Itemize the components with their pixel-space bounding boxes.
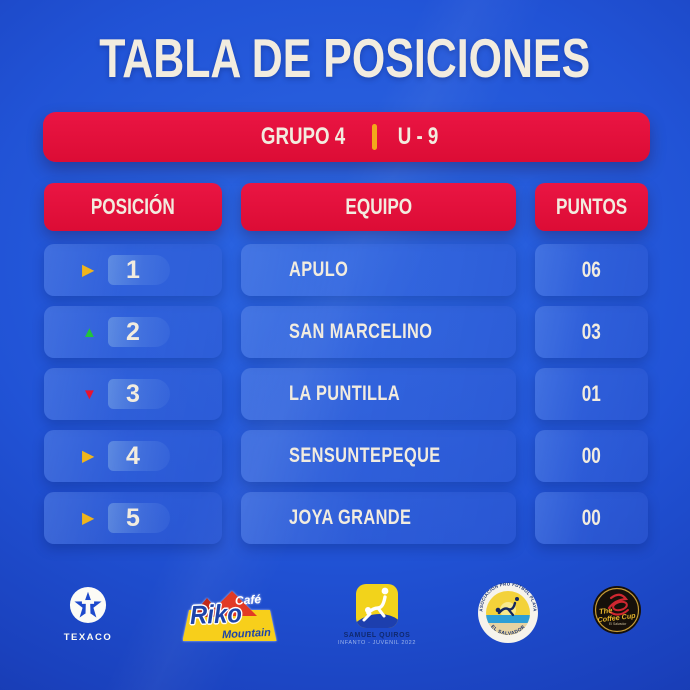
table-row: ▲ 2 SAN MARCELINO 03 xyxy=(44,306,648,358)
group-label: GRUPO 4 xyxy=(260,123,346,150)
page-title: TABLA DE POSICIONES xyxy=(99,27,591,89)
team-cell: APULO xyxy=(241,244,516,296)
team-cell: LA PUNTILLA xyxy=(241,368,516,420)
table-body: ▶ 1 APULO 06 ▲ 2 SAN MARCELINO 03 xyxy=(0,244,690,544)
points-cell: 03 xyxy=(535,306,648,358)
position-cell: ▶ 5 xyxy=(44,492,222,544)
team-name: SAN MARCELINO xyxy=(289,320,433,343)
coffee-cup-logo: The Coffee Cup El Salvador xyxy=(590,585,644,640)
bicycle-kick-player-icon xyxy=(362,587,389,622)
team-name: APULO xyxy=(289,258,349,281)
column-header-points-label: PUNTOS xyxy=(555,194,628,219)
position-pill xyxy=(108,503,170,533)
column-header-position: POSICIÓN xyxy=(44,183,222,231)
points-cell: 01 xyxy=(535,368,648,420)
sponsor-bar: TEXACO Café Riko Mountain SAMUEL QUIR xyxy=(0,578,690,649)
texaco-star-icon xyxy=(69,586,107,624)
column-header-points: PUNTOS xyxy=(535,183,648,231)
column-header-team: EQUIPO xyxy=(241,183,516,231)
page-title-wrap: TABLA DE POSICIONES xyxy=(0,0,690,112)
points-cell: 00 xyxy=(535,492,648,544)
samuel-quiros-badge xyxy=(356,584,398,628)
samuel-quiros-subtitle: INFANTO - JUVENIL 2022 xyxy=(338,640,416,646)
column-header-team-label: EQUIPO xyxy=(345,194,412,219)
coffee-cup-sub-label: El Salvador xyxy=(609,622,627,626)
trend-down-icon: ▼ xyxy=(82,385,97,403)
team-cell: SAN MARCELINO xyxy=(241,306,516,358)
table-row: ▶ 4 SENSUNTEPEQUE 00 xyxy=(44,430,648,482)
points-cell: 06 xyxy=(535,244,648,296)
trend-right-icon: ▶ xyxy=(82,448,95,465)
points-value: 03 xyxy=(581,319,602,344)
table-row: ▼ 3 LA PUNTILLA 01 xyxy=(44,368,648,420)
category-label: U - 9 xyxy=(397,123,439,150)
futbol-playa-badge-icon: ASOCIACIÓN PRO FÚTBOL PLAYA EL SALVADOR xyxy=(477,581,538,643)
points-value: 06 xyxy=(581,257,602,282)
position-number: 3 xyxy=(126,379,140,408)
coffee-cup-line1-label: The xyxy=(599,606,613,617)
team-name: JOYA GRANDE xyxy=(289,506,412,529)
samuel-quiros-name: SAMUEL QUIROS xyxy=(343,632,411,639)
position-number: 2 xyxy=(126,317,140,346)
team-name: LA PUNTILLA xyxy=(289,382,401,405)
points-value: 01 xyxy=(581,381,602,406)
texaco-logo: TEXACO xyxy=(46,586,130,643)
trend-right-icon: ▶ xyxy=(82,262,95,279)
coffee-cup-badge-icon: The Coffee Cup El Salvador xyxy=(593,586,641,634)
position-cell: ▼ 3 xyxy=(44,368,222,420)
table-header-row: POSICIÓN EQUIPO PUNTOS xyxy=(44,183,648,231)
points-value: 00 xyxy=(581,505,602,530)
position-pill xyxy=(108,441,170,471)
column-header-position-label: POSICIÓN xyxy=(91,194,175,219)
position-number: 1 xyxy=(126,255,140,284)
position-number: 4 xyxy=(126,441,140,470)
table-row: ▶ 1 APULO 06 xyxy=(44,244,648,296)
position-cell: ▶ 1 xyxy=(44,244,222,296)
samuel-quiros-logo: SAMUEL QUIROS INFANTO - JUVENIL 2022 xyxy=(329,584,425,646)
position-pill xyxy=(108,379,170,409)
banner-divider xyxy=(372,124,377,150)
texaco-label: TEXACO xyxy=(63,632,113,643)
riko-brand-label: Riko xyxy=(189,598,242,630)
futbol-playa-logo: ASOCIACIÓN PRO FÚTBOL PLAYA EL SALVADOR xyxy=(476,581,540,649)
table-row: ▶ 5 JOYA GRANDE 00 xyxy=(44,492,648,544)
trend-up-icon: ▲ xyxy=(82,323,97,341)
position-cell: ▶ 4 xyxy=(44,430,222,482)
group-banner: GRUPO 4 U - 9 xyxy=(43,112,650,162)
points-cell: 00 xyxy=(535,430,648,482)
points-value: 00 xyxy=(581,443,602,468)
position-cell: ▲ 2 xyxy=(44,306,222,358)
riko-cafe-logo: Café Riko Mountain xyxy=(181,591,279,641)
trend-right-icon: ▶ xyxy=(82,510,95,527)
team-name: SENSUNTEPEQUE xyxy=(289,444,441,467)
riko-mountain-label: Mountain xyxy=(221,626,271,642)
team-cell: SENSUNTEPEQUE xyxy=(241,430,516,482)
riko-mountain-icon xyxy=(190,598,223,617)
position-pill xyxy=(108,317,170,347)
team-cell: JOYA GRANDE xyxy=(241,492,516,544)
position-pill xyxy=(108,255,170,285)
position-number: 5 xyxy=(126,503,140,532)
